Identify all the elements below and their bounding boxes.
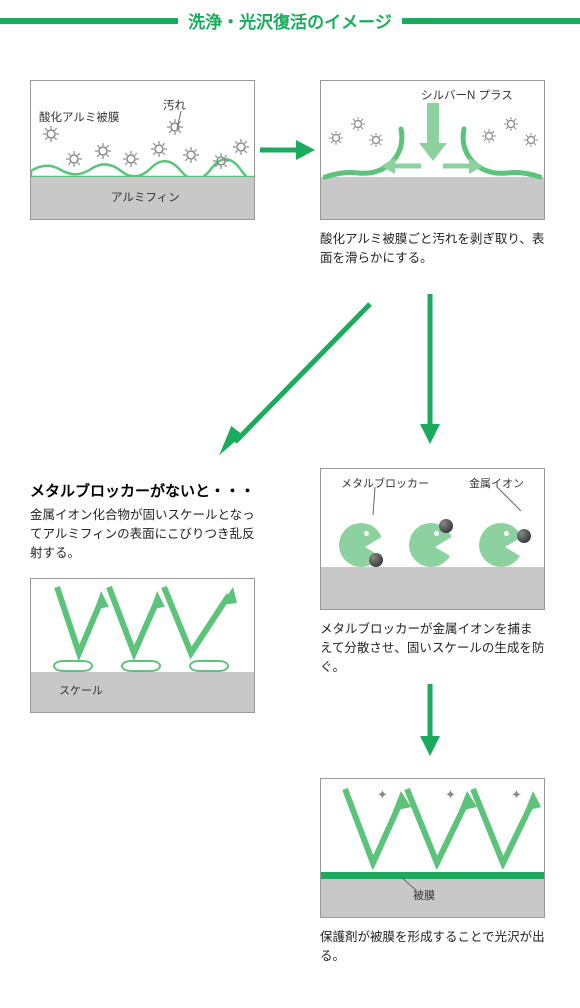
label-scale: スケール xyxy=(59,682,103,698)
protective-film xyxy=(321,872,544,879)
metal-ion-icon xyxy=(517,529,531,543)
label-oxide: 酸化アルミ被膜 xyxy=(39,109,119,125)
header-bar-right xyxy=(402,18,580,24)
panel4-caption: メタルブロッカーが金属イオンを捕まえて分散させ、固いスケールの生成を防ぐ。 xyxy=(320,620,545,676)
dirt-icon xyxy=(369,133,383,147)
dirt-icon xyxy=(123,151,139,167)
panel-metal-blocker: メタルブロッカー 金属イオン xyxy=(320,468,545,610)
no-blocker-caption: 金属イオン化合物が固いスケールとなってアルミフィンの表面にこびりつき乱反射する。 xyxy=(30,506,265,562)
dirt-icon xyxy=(524,133,538,147)
panel-cleaning: シルバーN プラス xyxy=(320,80,545,220)
panel-no-blocker: スケール xyxy=(30,578,255,713)
dirt-icon xyxy=(213,153,229,169)
header-bar-left xyxy=(0,18,178,24)
dirt-icon xyxy=(351,117,365,131)
no-blocker-heading: メタルブロッカーがないと・・・ xyxy=(30,480,255,501)
dirt-icon xyxy=(151,141,167,157)
leader-line xyxy=(371,487,379,515)
metal-ion-icon xyxy=(369,553,383,567)
leader-line xyxy=(399,877,417,891)
sparkle-icon: ✦ xyxy=(511,787,522,803)
label-blocker: メタルブロッカー xyxy=(341,475,429,491)
spread-arrow-left-icon xyxy=(381,157,421,175)
dirt-icon xyxy=(482,129,496,143)
aluminum-fin-substrate xyxy=(321,567,544,609)
flow-arrow-down xyxy=(418,684,442,756)
dirt-icon xyxy=(95,143,111,159)
sparkle-icon: ✦ xyxy=(377,787,388,803)
header-banner: 洗浄・光沢復活のイメージ xyxy=(0,8,580,33)
header-title: 洗浄・光沢復活のイメージ xyxy=(178,8,402,33)
dirt-icon xyxy=(43,126,59,142)
sparkle-icon: ✦ xyxy=(445,787,456,803)
dirt-icon xyxy=(66,151,82,167)
panel-before: 酸化アルミ被膜 汚れ アルミフィン xyxy=(30,80,255,220)
leader-line xyxy=(493,487,523,511)
metal-ion-icon xyxy=(439,519,453,533)
label-product: シルバーN プラス xyxy=(421,87,513,103)
panel-gloss: ✦ ✦ ✦ 被膜 xyxy=(320,778,545,918)
label-fin: アルミフィン xyxy=(111,189,180,205)
reflect-arrows-icon xyxy=(327,783,541,869)
flow-arrow-down xyxy=(418,294,442,444)
panel5-caption: 保護剤が被膜を形成することで光沢が出る。 xyxy=(320,928,545,966)
flow-arrow-diagonal xyxy=(210,294,380,464)
scatter-arrows-icon xyxy=(39,581,249,663)
spread-arrow-right-icon xyxy=(443,157,483,175)
leader-line xyxy=(175,111,187,131)
panel2-caption: 酸化アルミ被膜ごと汚れを剥ぎ取り、表面を滑らかにする。 xyxy=(320,230,545,268)
dirt-icon xyxy=(504,117,518,131)
dirt-icon xyxy=(183,147,199,163)
aluminum-fin-substrate xyxy=(321,177,544,219)
metal-blocker-icon xyxy=(479,523,523,567)
dirt-icon xyxy=(329,131,343,145)
dirt-icon xyxy=(233,139,249,155)
flow-arrow-right xyxy=(260,138,315,162)
